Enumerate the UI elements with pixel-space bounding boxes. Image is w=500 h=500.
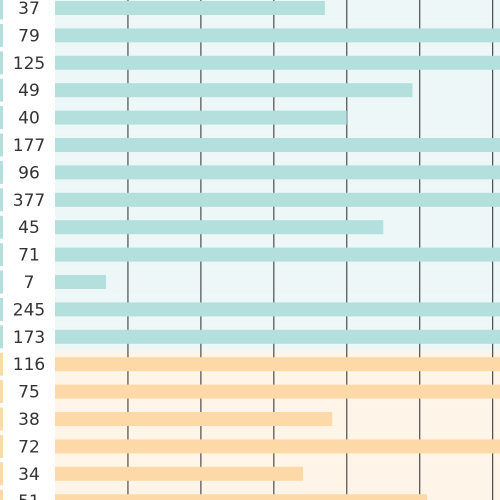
label-edge [0, 407, 3, 431]
label-box [4, 215, 52, 239]
value-label: 40 [18, 109, 40, 129]
bar [55, 55, 500, 70]
label-box [4, 407, 52, 431]
value-label: 71 [18, 246, 40, 266]
label-box [4, 489, 52, 500]
bar [55, 275, 107, 289]
label-box [4, 297, 52, 321]
label-edge [0, 0, 3, 20]
value-label: 45 [18, 218, 40, 238]
bar [55, 384, 500, 399]
label-box [4, 160, 52, 184]
value-label: 79 [18, 26, 40, 46]
bar [55, 302, 500, 317]
label-edge [0, 188, 3, 212]
value-label: 7 [24, 273, 35, 293]
label-edge [0, 270, 3, 294]
label-box [4, 51, 52, 75]
label-edge [0, 133, 3, 157]
label-box [4, 133, 52, 157]
label-edge [0, 325, 3, 349]
value-label: 125 [13, 54, 45, 74]
value-label: 37 [18, 0, 40, 19]
label-box [4, 380, 52, 404]
value-label: 38 [18, 410, 40, 430]
bar [55, 357, 500, 372]
bar [55, 110, 347, 125]
value-label: 177 [13, 136, 45, 156]
label-edge [0, 462, 3, 486]
value-label: 75 [18, 383, 40, 403]
label-box [4, 78, 52, 102]
value-label: 116 [13, 355, 45, 375]
value-label: 49 [18, 81, 40, 101]
bar [55, 439, 500, 454]
value-label: 173 [13, 328, 45, 348]
label-edge [0, 215, 3, 239]
label-edge [0, 78, 3, 102]
value-label: 96 [18, 163, 40, 183]
label-box [4, 23, 52, 47]
bar [55, 494, 428, 500]
value-label: 245 [13, 300, 45, 320]
bar [55, 466, 304, 481]
label-edge [0, 489, 3, 500]
label-edge [0, 243, 3, 267]
label-edge [0, 297, 3, 321]
label-edge [0, 352, 3, 376]
label-edge [0, 160, 3, 184]
label-box [4, 270, 52, 294]
bar [55, 165, 500, 180]
bar [55, 138, 500, 152]
bar [55, 1, 325, 15]
value-label: 51 [18, 492, 40, 500]
label-edge [0, 51, 3, 75]
label-box [4, 243, 52, 267]
label-edge [0, 106, 3, 130]
bar [55, 247, 500, 262]
label-box [4, 106, 52, 130]
label-edge [0, 380, 3, 404]
label-edge [0, 434, 3, 458]
row-band [55, 268, 500, 296]
label-box [4, 434, 52, 458]
bar [55, 83, 413, 98]
label-box [4, 462, 52, 486]
value-label: 377 [13, 191, 45, 211]
label-box [4, 325, 52, 349]
bar [55, 220, 384, 235]
bar [55, 412, 333, 426]
bar [55, 28, 500, 43]
bar [55, 192, 500, 207]
value-label: 72 [18, 437, 40, 457]
label-box [4, 352, 52, 376]
label-box [4, 188, 52, 212]
bar [55, 329, 500, 344]
label-edge [0, 23, 3, 47]
value-label: 34 [18, 465, 40, 485]
label-box [4, 0, 52, 20]
